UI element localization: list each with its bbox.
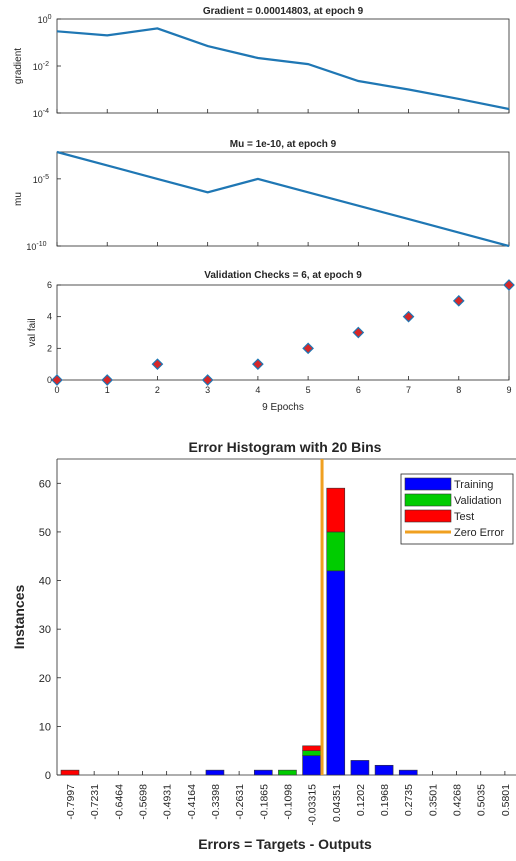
gradient-ytick-label: 10-4 xyxy=(33,108,49,119)
hist-xtick-label: -0.3398 xyxy=(210,784,222,820)
val-fail-ytick-label: 6 xyxy=(47,280,52,290)
val-fail-point xyxy=(252,358,264,371)
legend-swatch-training xyxy=(404,477,452,491)
val-fail-xtick-label: 9 xyxy=(506,385,511,395)
hist-xtick-label: -0.2631 xyxy=(234,784,246,820)
val-fail-xtick-label: 2 xyxy=(155,385,160,395)
mu-series-line xyxy=(56,150,510,248)
hist-bar-validation xyxy=(278,769,297,776)
hist-bar-training xyxy=(398,769,418,776)
mu-ytick-label: 10-5 xyxy=(33,174,49,185)
val-fail-xtick-label: 6 xyxy=(356,385,361,395)
hist-ytick-label: 60 xyxy=(39,478,51,490)
gradient-series-line xyxy=(56,27,510,111)
hist-bar-validation xyxy=(302,750,321,756)
val-fail-plot-area xyxy=(56,284,510,381)
hist-xtick-label: -0.03315 xyxy=(307,784,319,826)
gradient-ytick-label: 100 xyxy=(38,14,52,25)
hist-xtick-label: -0.7997 xyxy=(65,784,77,820)
legend-label-training: Training xyxy=(454,479,493,491)
mu-ytick-label: 10-10 xyxy=(26,241,46,252)
hist-xtick-label: 0.3501 xyxy=(427,784,439,816)
val-fail-xtick-label: 3 xyxy=(205,385,210,395)
hist-bar-training xyxy=(302,755,321,776)
hist-bar-training xyxy=(205,769,225,776)
val-fail-xtick-label: 0 xyxy=(54,385,59,395)
val-fail-point xyxy=(452,294,465,307)
hist-bar-test xyxy=(60,769,80,776)
hist-xtick-label: -0.5698 xyxy=(137,784,149,820)
val-fail-xtick-label: 5 xyxy=(306,385,311,395)
legend-swatch-test xyxy=(404,509,452,523)
hist-bar-training xyxy=(253,769,273,776)
hist-ylabel: Instances xyxy=(11,584,27,649)
val-fail-title: Validation Checks = 6, at epoch 9 xyxy=(204,270,362,281)
val-fail-xtick-label: 7 xyxy=(406,385,411,395)
legend-label-validation: Validation xyxy=(454,495,502,507)
val-fail-ytick-label: 4 xyxy=(47,312,52,322)
hist-xtick-label: 0.1202 xyxy=(355,784,367,816)
hist-ytick-label: 20 xyxy=(39,673,51,685)
hist-ytick-label: 10 xyxy=(39,721,51,733)
hist-title: Error Histogram with 20 Bins xyxy=(189,439,382,455)
hist-xtick-label: 0.4268 xyxy=(452,784,464,816)
val-fail-point xyxy=(151,358,164,371)
hist-ytick-label: 50 xyxy=(39,527,51,539)
val-fail-xlabel: 9 Epochs xyxy=(262,402,304,413)
val-fail-point xyxy=(302,342,314,355)
hist-bar-test xyxy=(326,487,346,533)
hist-xtick-label: 0.1968 xyxy=(379,784,391,816)
hist-xtick-label: -0.7231 xyxy=(89,784,101,820)
gradient-ylabel: gradient xyxy=(13,48,24,84)
hist-xtick-label: -0.1098 xyxy=(282,784,294,820)
hist-ytick-label: 40 xyxy=(39,576,51,588)
hist-bar-training xyxy=(374,764,394,776)
legend-swatch-validation xyxy=(404,493,452,507)
mu-plot-area xyxy=(56,151,510,247)
hist-bar-training xyxy=(350,760,370,776)
hist-xtick-label: -0.1865 xyxy=(258,784,270,820)
legend-label-zero-error: Zero Error xyxy=(454,527,504,539)
val-fail-ytick-label: 0 xyxy=(47,375,52,385)
hist-ytick-label: 0 xyxy=(45,770,51,782)
hist-xtick-label: -0.6464 xyxy=(113,784,125,820)
hist-ytick-label: 30 xyxy=(39,624,51,636)
gradient-ytick-label: 10-2 xyxy=(33,61,49,72)
val-fail-point xyxy=(201,374,214,386)
val-fail-xtick-label: 1 xyxy=(105,385,110,395)
hist-xlabel: Errors = Targets - Outputs xyxy=(198,836,372,852)
val-fail-point xyxy=(402,310,415,323)
val-fail-ylabel: val fail xyxy=(27,318,38,346)
hist-xtick-label: 0.5035 xyxy=(476,784,488,816)
hist-xtick-label: 0.04351 xyxy=(331,784,343,822)
val-fail-xtick-label: 8 xyxy=(456,385,461,395)
gradient-title: Gradient = 0.00014803, at epoch 9 xyxy=(203,6,364,17)
legend-label-test: Test xyxy=(454,511,474,523)
val-fail-point xyxy=(503,279,515,291)
mu-title: Mu = 1e-10, at epoch 9 xyxy=(230,139,337,150)
gradient-plot-area xyxy=(56,18,510,114)
hist-xtick-label: 0.5801 xyxy=(500,784,512,816)
hist-bar-training xyxy=(326,570,346,776)
hist-bar-validation xyxy=(326,531,346,572)
hist-xtick-label: -0.4931 xyxy=(162,784,174,820)
hist-xtick-label: 0.2735 xyxy=(403,784,415,816)
val-fail-point xyxy=(51,374,63,386)
mu-ylabel: mu xyxy=(13,192,24,206)
val-fail-point xyxy=(352,326,365,339)
hist-bar-test xyxy=(302,745,321,751)
val-fail-point xyxy=(101,374,114,386)
hist-xtick-label: -0.4164 xyxy=(186,784,198,820)
val-fail-xtick-label: 4 xyxy=(255,385,260,395)
val-fail-ytick-label: 2 xyxy=(47,343,52,353)
